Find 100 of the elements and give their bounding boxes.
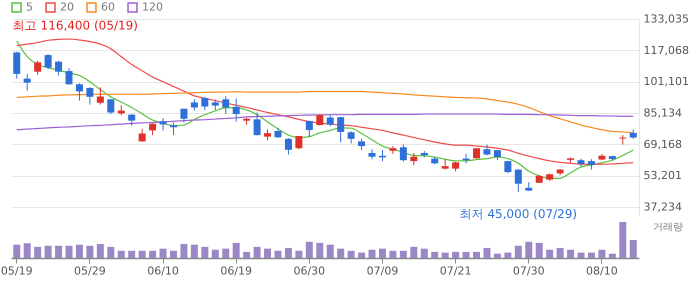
x-tick-label: 06/10: [147, 264, 179, 278]
bar: [34, 246, 42, 258]
bar: [556, 248, 564, 258]
bar: [326, 244, 334, 258]
bar: [536, 242, 543, 258]
candlestick: [630, 128, 637, 140]
candlestick: [212, 99, 219, 110]
y-tick-label: 133,035: [644, 12, 689, 26]
candlestick: [264, 128, 272, 141]
x-tick-label: 05/29: [74, 264, 106, 278]
candlestick: [86, 86, 94, 106]
candlestick: [138, 128, 146, 142]
bar: [138, 250, 146, 258]
candlestick: [128, 114, 136, 126]
candlestick: [462, 153, 470, 164]
candlestick: [514, 168, 522, 192]
bar: [306, 242, 313, 258]
candlestick: [295, 135, 302, 150]
candlestick: [483, 144, 490, 156]
series-label: 거래량: [653, 222, 683, 233]
bar: [546, 250, 554, 258]
y-tick-label: 117,068: [644, 44, 689, 57]
bar: [337, 248, 344, 258]
candlestick: [400, 144, 407, 162]
legend-label: 20: [60, 0, 74, 14]
bar: [284, 248, 292, 258]
annotation: 최고 116,400 (05/19): [12, 18, 138, 33]
candlestick: [55, 60, 62, 76]
bar: [588, 252, 595, 258]
bar: [504, 252, 512, 258]
candlestick: [107, 98, 114, 115]
candlestick: [149, 122, 156, 136]
bar: [118, 250, 125, 258]
x-tick-label: 07/21: [440, 264, 472, 278]
candlestick: [452, 161, 460, 172]
bar: [274, 250, 282, 258]
bar: [170, 250, 177, 258]
bar: [24, 243, 31, 258]
bar: [494, 254, 501, 258]
bar: [400, 250, 407, 258]
candlestick: [76, 82, 83, 102]
bar: [13, 244, 20, 258]
x-tick-label: 06/19: [220, 264, 252, 278]
x-tick-label: 07/30: [512, 264, 545, 278]
bar: [55, 246, 62, 258]
candlestick: [410, 152, 418, 166]
candlestick: [306, 120, 313, 138]
candlestick: [326, 114, 334, 127]
line-series: [16, 113, 634, 130]
bar: [410, 246, 418, 258]
bar: [107, 246, 114, 258]
bar: [212, 250, 219, 258]
bar: [358, 252, 366, 258]
bar: [96, 244, 104, 258]
candlestick: [34, 60, 42, 76]
bar: [254, 246, 261, 258]
bar: [368, 250, 376, 258]
candlestick: [378, 150, 386, 162]
candlestick: [13, 51, 20, 80]
bar: [86, 246, 94, 258]
y-tick-label: 85,134: [644, 106, 682, 120]
candlestick: [254, 112, 261, 136]
candlestick: [65, 68, 72, 86]
candlestick: [442, 158, 449, 170]
bar: [316, 242, 324, 258]
candlestick: [24, 73, 31, 92]
candlestick: [96, 86, 104, 106]
candlestick: [337, 116, 344, 143]
bar: [232, 242, 240, 258]
bar: [483, 248, 490, 258]
bar: [264, 248, 272, 258]
candlestick: [316, 114, 324, 126]
bar: [420, 248, 428, 258]
bar: [431, 252, 438, 258]
legend-label: 60: [101, 0, 115, 14]
bar: [608, 254, 616, 258]
bar: [442, 252, 449, 258]
y-tick-label: 101,101: [644, 75, 689, 88]
bar: [201, 246, 208, 258]
candlestick: [222, 96, 230, 114]
bar: [598, 250, 606, 258]
bar: [348, 250, 355, 258]
annotation: 최저 45,000 (07/29): [460, 206, 578, 221]
bar: [160, 248, 167, 258]
candlestick: [619, 134, 626, 145]
bar: [452, 252, 460, 258]
candlestick: [190, 98, 198, 112]
legend-label: 5: [26, 0, 33, 14]
x-tick-label: 07/09: [366, 264, 398, 278]
bar: [243, 252, 250, 258]
bar: [222, 248, 230, 258]
x-tick-label: 05/19: [0, 264, 33, 278]
bar: [44, 246, 52, 258]
y-tick-label: 53,201: [644, 169, 682, 182]
bar: [567, 250, 574, 258]
bar: [190, 244, 198, 258]
candlestick: [201, 96, 208, 110]
bar: [630, 240, 637, 258]
bar: [180, 244, 188, 258]
bar: [128, 250, 136, 258]
